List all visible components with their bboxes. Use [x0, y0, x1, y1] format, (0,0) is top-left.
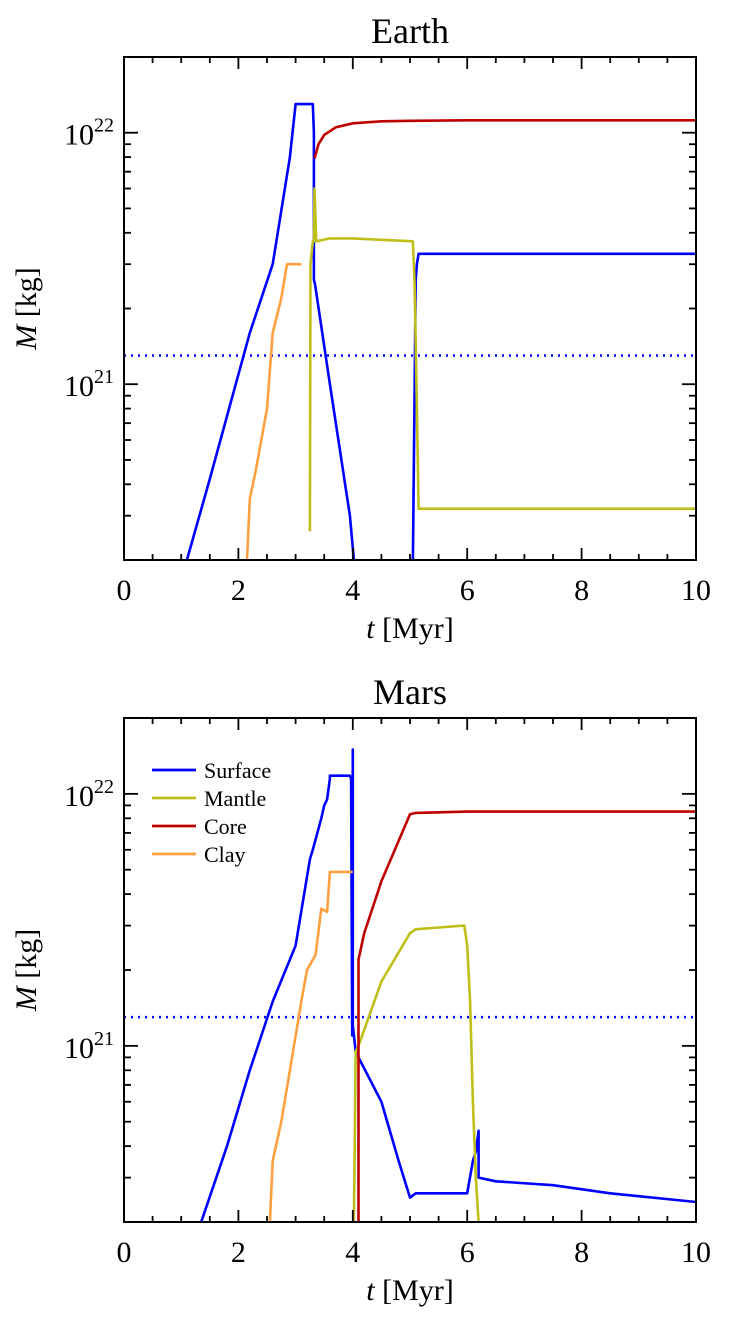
x-tick-label: 2 — [231, 574, 246, 607]
chart-panel-mars: Mars 0 2 4 6 8 10 1021 1022 t [Myr] M [kg] Surface M… — [10, 672, 711, 1307]
y-axis-label: M [kg] — [10, 267, 43, 350]
series-group — [199, 748, 696, 1222]
series-line-mantle — [352, 924, 480, 1222]
series-line-core — [313, 119, 696, 159]
x-axis-label: t [Myr] — [366, 1274, 454, 1307]
legend-label-surface: Surface — [204, 758, 271, 783]
x-tick-label: 2 — [231, 1236, 246, 1269]
x-tick-label: 10 — [681, 574, 711, 607]
y-tick-label: 1022 — [64, 776, 114, 813]
plot-frame — [123, 56, 697, 561]
legend-label-clay: Clay — [204, 842, 246, 867]
x-tick-label: 6 — [460, 574, 475, 607]
x-tick-label: 4 — [345, 574, 360, 607]
x-tick-label: 10 — [681, 1236, 711, 1269]
series-group — [185, 102, 696, 560]
x-tick-label: 6 — [460, 1236, 475, 1269]
series-line-surface2 — [411, 252, 696, 560]
chart-panel-earth: Earth 0 2 4 6 8 10 1021 1022 t [Myr] M [kg] — [10, 11, 711, 645]
y-tick-label: 1022 — [64, 115, 114, 152]
series-line-core — [357, 810, 696, 1222]
y-axis-label: M [kg] — [10, 929, 43, 1012]
chart-title: Mars — [373, 672, 447, 712]
y-tick-label: 1021 — [64, 1028, 114, 1065]
x-tick-label: 8 — [574, 574, 589, 607]
x-tick-label: 8 — [574, 1236, 589, 1269]
series-line-surface — [185, 102, 356, 560]
x-axis-label: t [Myr] — [366, 612, 454, 645]
legend-label-core: Core — [204, 814, 247, 839]
legend-label-mantle: Mantle — [204, 786, 266, 811]
series-line-clay — [268, 870, 353, 1222]
y-tick-label: 1021 — [64, 366, 114, 403]
series-line-clay — [245, 262, 302, 560]
x-tick-label: 0 — [117, 574, 132, 607]
x-tick-label: 4 — [345, 1236, 360, 1269]
series-line-mantle — [308, 187, 696, 532]
series-line-surface — [199, 748, 696, 1222]
x-tick-label: 0 — [117, 1236, 132, 1269]
chart-title: Earth — [371, 11, 449, 51]
legend: Surface Mantle Core Clay — [152, 758, 271, 867]
